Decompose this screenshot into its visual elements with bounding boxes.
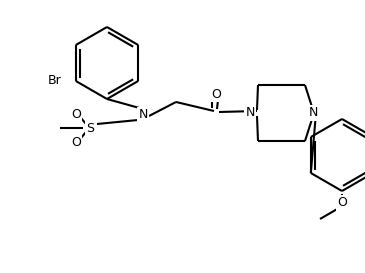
Text: N: N <box>308 106 318 120</box>
Text: N: N <box>245 106 255 120</box>
Text: Br: Br <box>48 73 62 87</box>
Text: N: N <box>138 108 148 121</box>
Text: O: O <box>337 197 347 209</box>
Text: O: O <box>71 135 81 149</box>
Text: O: O <box>211 88 221 100</box>
Text: O: O <box>71 108 81 120</box>
Text: S: S <box>86 121 94 135</box>
